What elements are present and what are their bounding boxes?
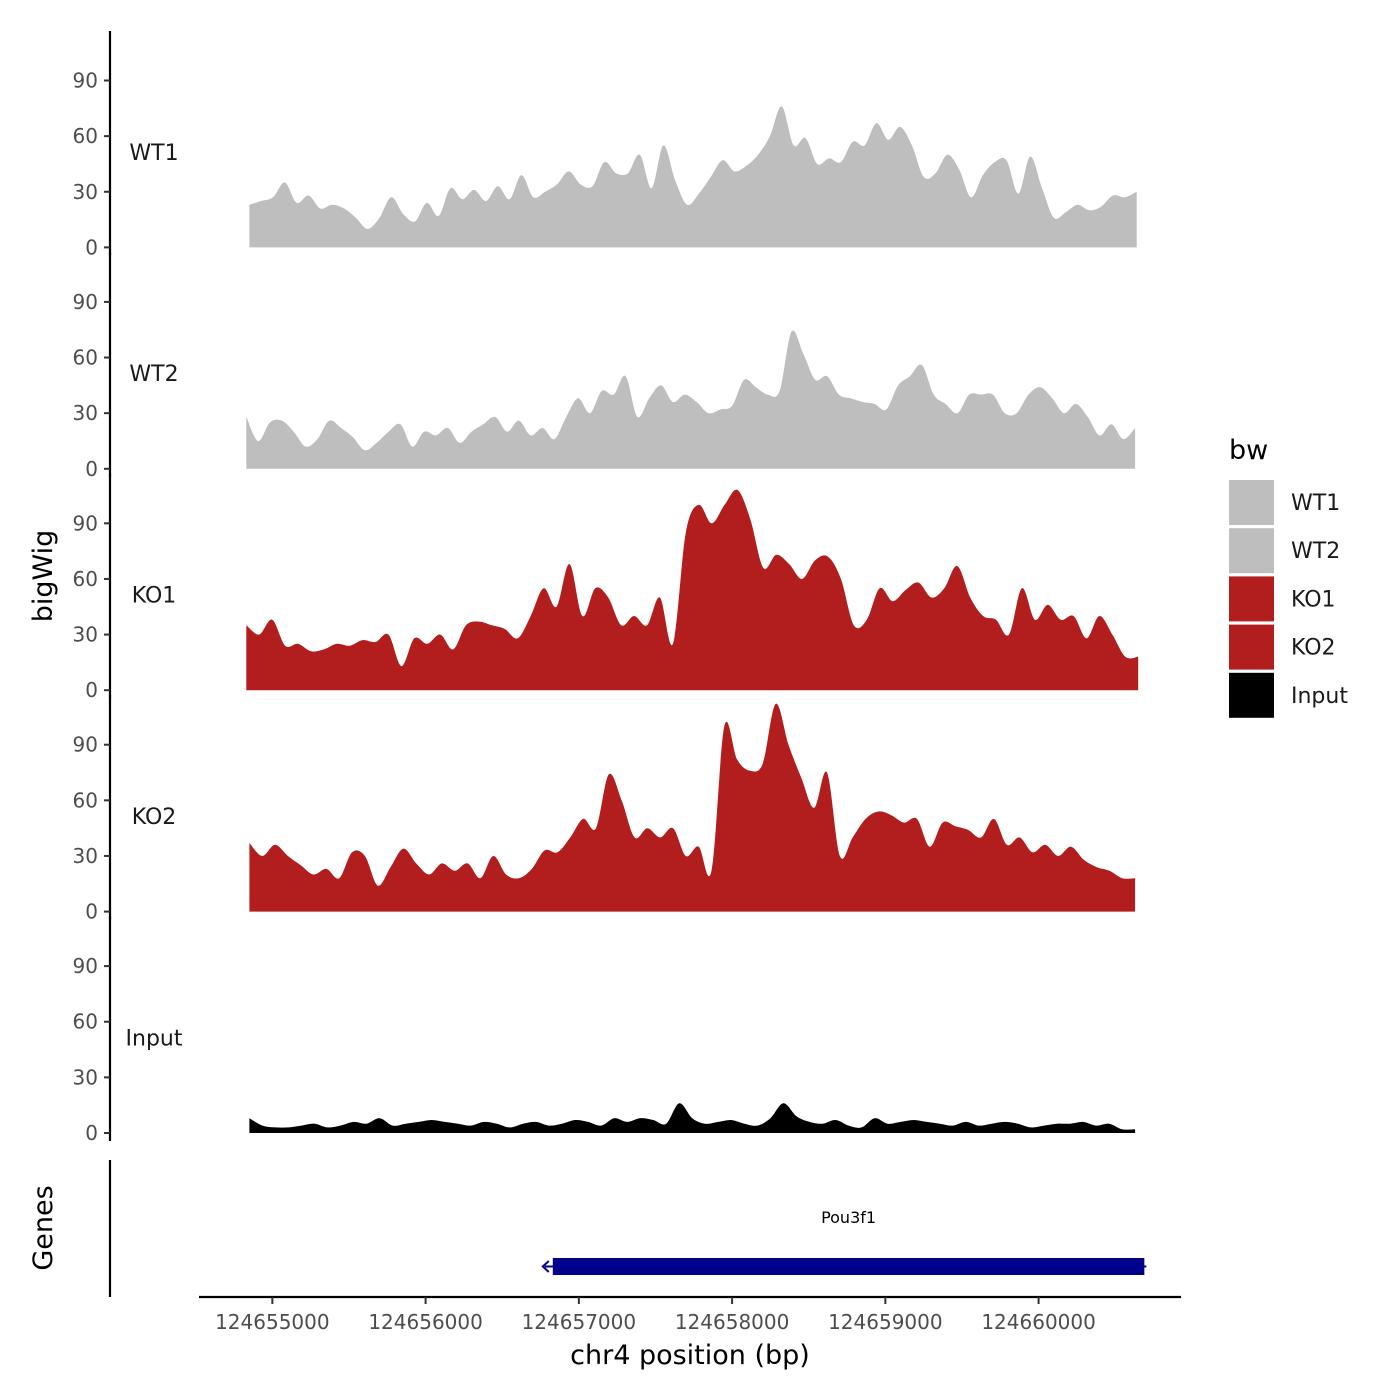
y-tick-label: 60 [73,124,98,148]
signal-tracks: 0 30 60 90 WT1 0 30 60 90 WT2 0 30 60 90 KO1 0 30 60 90 KO2… [73,31,1139,1145]
y-tick-label: 0 [85,235,98,259]
x-tick-label: 124660000 [981,1310,1096,1334]
legend-swatch-ko1 [1229,576,1274,622]
gene-label-pou3f1: Pou3f1 [821,1208,876,1227]
y-axis-title: bigWig [28,530,59,623]
legend-title: bw [1229,435,1268,466]
y-tick-label: 60 [73,788,98,812]
gene-track: Pou3f1 [108,1160,1147,1297]
y-tick-label: 0 [85,900,98,924]
x-tick-label: 124658000 [675,1310,790,1334]
y-tick-label: 60 [73,1010,98,1034]
track-wt2: 0 30 60 90 WT2 [73,252,1136,481]
track-ko1: 0 30 60 90 KO1 [73,473,1139,702]
legend-swatch-wt1 [1229,480,1274,525]
y-tick-label: 90 [73,733,98,757]
y-tick-label: 30 [73,401,98,425]
gene-strand-arrow-icon [541,1260,550,1273]
track-label-ko2: KO2 [132,805,177,830]
signal-area-wt1 [249,106,1137,248]
legend-swatch-input [1229,672,1274,718]
y-tick-label: 0 [85,1121,98,1145]
x-axis-title: chr4 position (bp) [570,1340,810,1371]
x-tick-label: 124657000 [522,1310,637,1334]
track-label-wt2: WT2 [129,362,178,387]
x-tick-label: 124656000 [368,1310,483,1334]
gene-track-title: Genes [28,1185,59,1270]
y-tick-label: 0 [85,678,98,702]
y-tick-label: 30 [73,1065,98,1089]
y-tick-label: 90 [73,290,98,314]
legend: bw WT1 WT2 KO1 KO2 Input [1229,435,1348,718]
legend-swatch-ko2 [1229,624,1274,670]
legend-label-input: Input [1291,684,1348,709]
legend-swatch-wt2 [1229,528,1274,574]
track-label-input: Input [126,1026,183,1051]
track-ko2: 0 30 60 90 KO2 [73,695,1136,924]
y-tick-label: 90 [73,69,98,93]
y-tick-label: 90 [73,954,98,978]
track-input: 0 30 60 90 Input [73,916,1136,1145]
track-wt1: 0 30 60 90 WT1 [73,31,1137,259]
track-label-wt1: WT1 [129,141,178,166]
x-tick-label: 124659000 [828,1310,943,1334]
legend-label-wt2: WT2 [1291,539,1340,564]
y-tick-label: 60 [73,567,98,591]
y-tick-label: 30 [73,623,98,647]
x-tick-label: 124655000 [215,1310,330,1334]
signal-area-wt2 [246,330,1136,469]
y-tick-label: 30 [73,844,98,868]
signal-area-ko2 [249,703,1136,912]
legend-label-ko2: KO2 [1291,636,1336,661]
y-tick-label: 0 [85,457,98,481]
y-tick-label: 90 [73,511,98,535]
track-label-ko1: KO1 [132,584,177,609]
legend-label-wt1: WT1 [1291,491,1340,516]
signal-area-input [249,1103,1136,1133]
y-tick-label: 60 [73,346,98,370]
y-tick-label: 30 [73,180,98,204]
x-axis: chr4 position (bp) 124655000 124656000 124… [199,1295,1181,1371]
signal-area-ko1 [246,489,1139,691]
legend-label-ko1: KO1 [1291,587,1336,612]
